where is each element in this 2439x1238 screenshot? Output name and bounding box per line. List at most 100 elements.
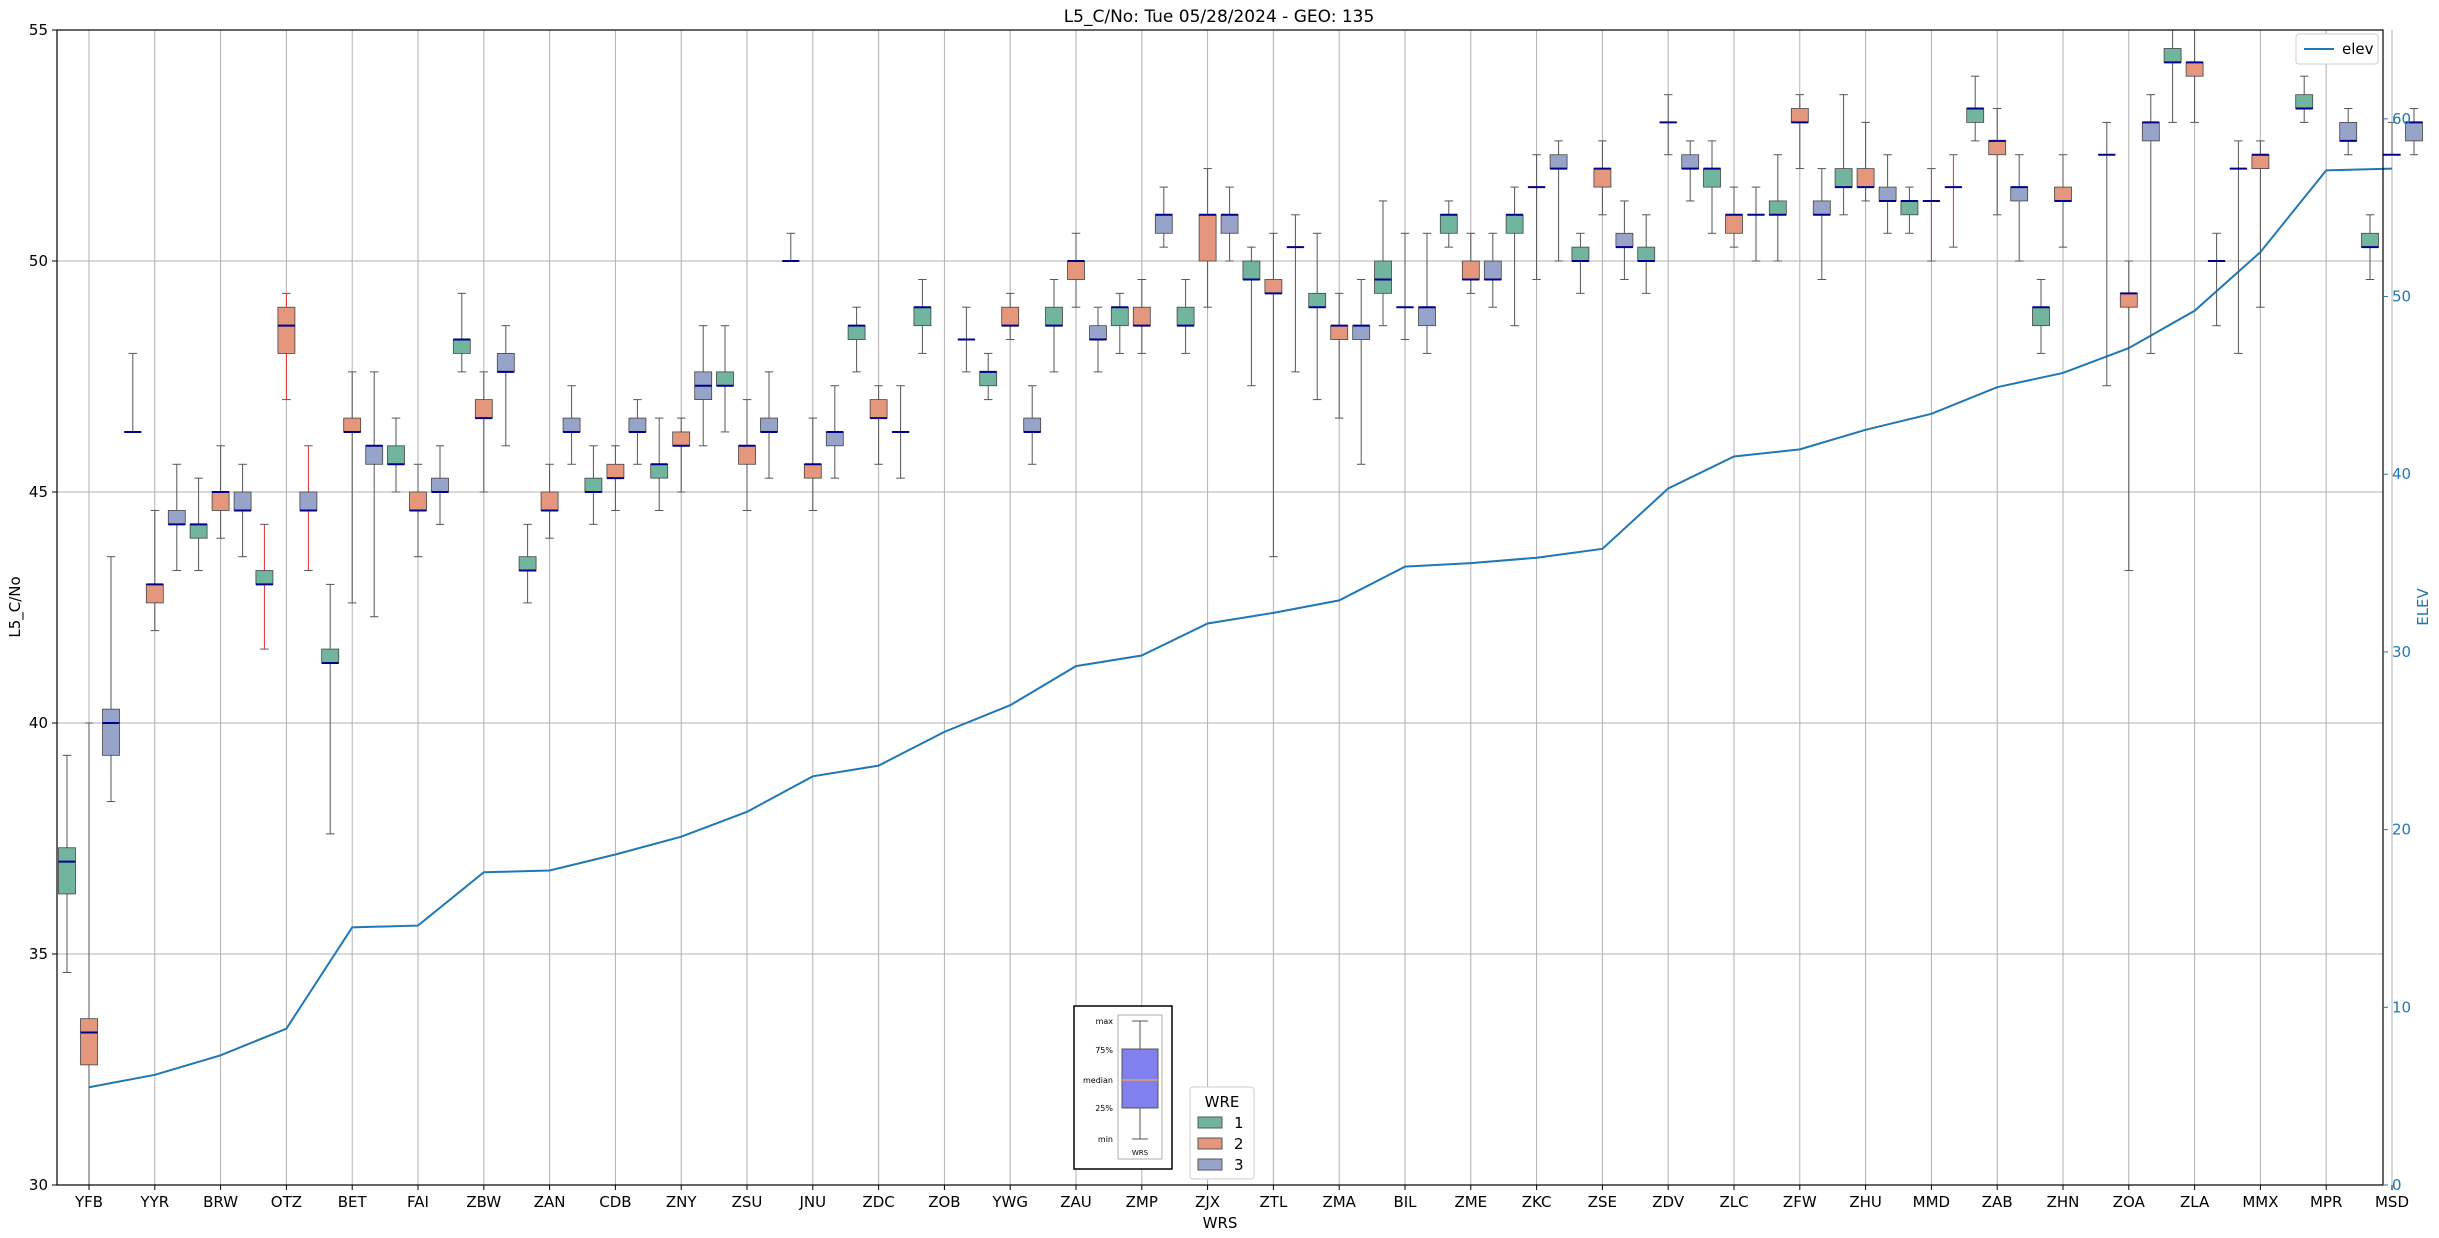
x-tick-label: ZTL [1260,1193,1288,1211]
box-iqr [518,556,537,571]
box-iqr [2185,61,2204,77]
box-wre2-zdv [1659,94,1678,156]
box-wre1-msd [2361,214,2379,280]
box-wre2-yyr [145,509,164,632]
x-tick-label: ZAN [534,1193,566,1211]
box-iqr [277,306,296,354]
inset-xlabel: WRS [1132,1149,1149,1157]
box-iqr [584,477,603,493]
y2-tick-label: 50 [2392,288,2411,306]
box-wre2-zla [2185,29,2204,123]
x-tick-label: BET [338,1193,368,1211]
box-iqr [1374,260,1392,294]
box-wre3-mpr [2339,108,2358,156]
box-iqr [1593,168,1612,188]
box-iqr [2054,186,2072,202]
box-wre3-zhu [1878,154,1897,234]
x-tick-label: ZKC [1522,1193,1552,1211]
box-wre1-zma [1308,232,1327,401]
x-tick-label: BRW [203,1193,238,1211]
box-iqr [1615,232,1634,248]
box-wre3-zdv [1681,140,1700,202]
box-wre1-ywg [979,352,998,401]
x-tick-label: FAI [407,1193,429,1211]
box-wre3-ztl [1286,214,1305,373]
y-axis-left: 30 35 40 45 50 55 [29,21,57,1194]
box-wre1-zme [1439,200,1458,248]
box-iqr [2295,94,2314,109]
box-wre3-zsu [760,371,778,479]
box-iqr [1198,214,1217,262]
inset-label-max: max [1096,1017,1114,1026]
box-wre1-zhn [2032,278,2050,354]
box-iqr [365,445,384,465]
inset-label-median: median [1083,1076,1113,1085]
box-wre1-zhu [1834,94,1853,216]
box-iqr [562,417,581,433]
box-wre2-zny [672,417,691,493]
legend-wre-swatch-2 [1197,1137,1223,1150]
box-iqr [474,399,493,419]
box-iqr [1001,306,1020,327]
box-wre1-fai [387,417,405,493]
x-tick-label: OTZ [271,1193,302,1211]
box-iqr [1988,140,2007,156]
box-wre2-zan [540,463,559,539]
box-wre1-bet [321,583,340,835]
y-tick-label: 45 [29,483,48,501]
box-iqr [321,648,340,664]
box-wre2-mmx [2251,140,2270,308]
box-iqr [1264,279,1283,294]
y-tick-label: 30 [29,1176,48,1194]
x-tick-label: ZLC [1719,1193,1748,1211]
box-wre3-jnu [825,385,844,479]
x-tick-label: ZAB [1982,1193,2013,1211]
box-iqr [58,847,76,895]
box-wre1-zoa [2097,121,2116,387]
box-iqr [2141,122,2160,142]
box-iqr [1045,306,1063,327]
box-wre1-zob [913,278,932,354]
box-wre3-msd [2405,108,2423,156]
box-wre1-zkc [1505,186,1524,327]
y2-tick-label: 30 [2392,643,2411,661]
box-wre1-zny [650,417,669,511]
x-tick-label: ZSU [732,1193,763,1211]
x-tick-label: ZMA [1322,1193,1356,1211]
box-wre3-zob [957,306,976,373]
box-wre1-cdb [584,445,603,525]
box-wre3-otz [299,445,318,572]
box-wre1-zjx [1176,278,1195,354]
box-iqr [1439,214,1458,234]
box-iqr [716,371,734,387]
box-wre1-yfb [58,754,76,973]
box-wre1-bil [1374,200,1392,327]
box-iqr [1461,260,1480,280]
legend-wre-swatch-1 [1197,1116,1223,1129]
box-iqr [1154,214,1173,234]
box-wre2-zjx [1198,168,1217,308]
box-wre3-yfb [102,556,120,803]
box-iqr [409,491,427,511]
box-iqr [1637,246,1656,262]
box-wre1-mmd [1900,186,1919,234]
box-iqr [167,510,186,525]
legend-wre: WRE 1 2 3 [1189,1086,1255,1180]
box-wre1-jnu [781,232,800,262]
box-iqr [255,570,274,585]
box-wre1-mmx [2229,140,2248,354]
x-tick-label: YFB [74,1193,103,1211]
box-wre2-fai [409,463,427,558]
box-iqr [1549,154,1568,170]
box-iqr [672,431,691,447]
legend-wre-swatch-3 [1197,1158,1223,1171]
box-wre2-yfb [80,722,98,1186]
box-iqr [1089,325,1107,340]
box-iqr [825,431,844,447]
box-wre1-zmp [1110,292,1129,354]
box-wre1-zdv [1637,214,1656,294]
box-wre2-zdc [869,385,888,465]
box-wre2-zlc [1725,186,1743,248]
box-iqr [1966,108,1985,123]
box-wre1-zab [1966,75,1985,142]
